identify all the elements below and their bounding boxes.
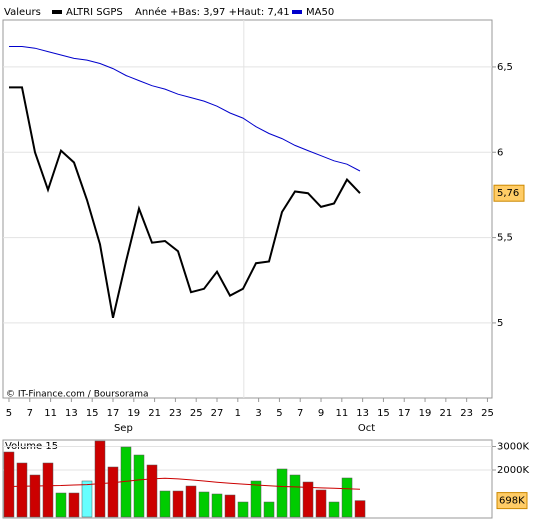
volume-bar: [94, 440, 106, 518]
volume-bar: [29, 474, 41, 518]
last-price-label: 5,76: [497, 188, 519, 199]
volume-bar: [263, 501, 275, 518]
credit: © IT-Finance.com / Boursorama: [6, 390, 148, 400]
volume-bar: [146, 464, 158, 518]
volume-bar: [159, 490, 171, 518]
x-tick-label: 13: [356, 408, 369, 419]
volume-bar: [198, 491, 210, 518]
x-tick-label: 5: [6, 408, 12, 419]
volume-bar: [224, 494, 236, 518]
x-tick-label: 25: [481, 408, 494, 419]
volume-bar: [3, 451, 15, 518]
x-tick-label: 21: [148, 408, 161, 419]
y-tick-label: 2000K: [497, 465, 529, 476]
volume-bar: [276, 468, 288, 518]
volume-frame: [2, 439, 493, 519]
x-tick-label: 17: [398, 408, 411, 419]
x-tick-label: 17: [107, 408, 120, 419]
x-tick-label: 23: [169, 408, 182, 419]
y-tick-label: 5,5: [497, 233, 513, 244]
volume-average-line: [8, 477, 361, 490]
legend-entry: ALTRI SGPS: [66, 7, 123, 18]
volume-bar: [341, 477, 353, 518]
legend-label: Valeurs: [4, 7, 41, 18]
legend-entry: MA50: [306, 7, 334, 18]
volume-bar: [250, 480, 262, 518]
x-tick-label: 19: [419, 408, 432, 419]
volume-bar: [133, 454, 145, 518]
y-tick-label: 6: [497, 147, 503, 158]
x-tick-label: 15: [377, 408, 390, 419]
x-tick-label: 13: [65, 408, 78, 419]
volume-bar: [42, 462, 54, 518]
last-price-box: [493, 184, 525, 202]
volume-bar: [81, 480, 93, 518]
volume-bar: [237, 501, 249, 518]
y-tick-label: 5: [497, 318, 503, 329]
x-tick-label: 27: [211, 408, 224, 419]
volume-bar: [172, 490, 184, 518]
price-line: [9, 86, 361, 319]
y-tick-label: 3000K: [497, 442, 529, 453]
range-text: Année +Bas: 3,97 +Haut: 7,41: [135, 6, 290, 18]
x-tick-label: 15: [86, 408, 99, 419]
volume-bar: [185, 485, 197, 518]
volume-bar: [289, 474, 301, 518]
volume-bar: [328, 501, 340, 518]
price-line: [9, 46, 361, 172]
volume-bar: [302, 481, 314, 518]
x-tick-label: 19: [127, 408, 140, 419]
volume-bar: [16, 462, 28, 518]
volume-bar: [354, 500, 366, 518]
x-tick-label: 3: [255, 408, 261, 419]
x-tick-label: 25: [190, 408, 203, 419]
x-tick-label: 5: [276, 408, 282, 419]
legend-swatch: [52, 10, 62, 14]
volume-bar: [107, 466, 119, 518]
volume-bar: [315, 489, 327, 518]
month-label: Oct: [358, 423, 375, 434]
x-tick-label: 11: [335, 408, 348, 419]
volume-bar: [211, 493, 223, 518]
x-tick-label: 9: [318, 408, 324, 419]
price-frame: [2, 19, 493, 399]
volume-bar: [55, 492, 67, 518]
last-volume-box: [496, 492, 528, 510]
last-volume-label: 698K: [499, 496, 525, 507]
x-tick-label: 23: [460, 408, 473, 419]
x-tick-label: 21: [439, 408, 452, 419]
x-tick-label: 7: [27, 408, 33, 419]
legend-swatch: [292, 10, 302, 14]
volume-bar: [68, 492, 80, 518]
x-tick-label: 11: [44, 408, 57, 419]
x-tick-label: 7: [297, 408, 303, 419]
x-tick-label: 1: [235, 408, 241, 419]
y-tick-label: 6,5: [497, 62, 513, 73]
month-label: Sep: [114, 423, 133, 434]
